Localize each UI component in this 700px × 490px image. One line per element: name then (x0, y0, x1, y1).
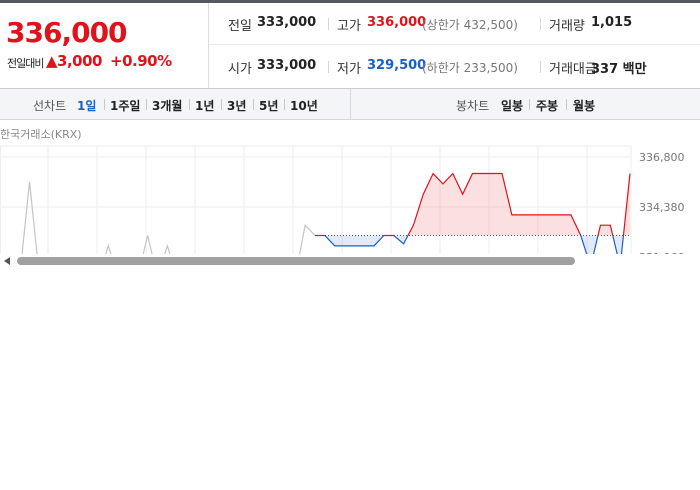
stat-value: 1,015 (591, 15, 633, 30)
stat-value: 337 백만 (591, 62, 647, 77)
range-tab[interactable]: 일봉 (501, 99, 524, 113)
stat-note: (하한가 233,500) (422, 61, 518, 75)
stat-label: 시가 (228, 62, 252, 77)
stat-label: 고가 (337, 19, 361, 34)
price: 336,000 (6, 16, 128, 49)
divider (350, 89, 351, 119)
divider (328, 18, 329, 30)
range-tab[interactable]: 3개월 (152, 99, 183, 113)
area (315, 173, 630, 236)
divider (104, 99, 105, 110)
divider (328, 61, 329, 73)
stat-label: 저가 (337, 62, 361, 77)
range-tab[interactable]: 월봉 (573, 99, 596, 113)
tab-label: 봉차트 (456, 99, 490, 113)
stat-value: 336,000 (367, 15, 427, 30)
range-tab[interactable]: 1년 (195, 99, 215, 113)
stat-label: 거래량 (549, 19, 585, 34)
change-label: 전일대비 (7, 57, 44, 70)
divider (209, 44, 700, 45)
trend-group (315, 235, 625, 256)
price-line (21, 181, 38, 256)
divider (540, 61, 541, 73)
top-bar (0, 0, 700, 3)
trend-group (315, 172, 631, 236)
change: ▲3,000 (46, 52, 102, 70)
y-tick-label: 334,380 (639, 201, 685, 214)
stat-value: 329,500 (367, 58, 427, 73)
range-tab[interactable]: 10년 (290, 99, 318, 113)
divider (284, 99, 285, 110)
price-line (298, 223, 316, 256)
stat-value: 333,000 (257, 58, 317, 73)
divider (146, 99, 147, 110)
price-line (315, 235, 625, 256)
stat-label: 거래대금 (549, 62, 597, 77)
divider (540, 18, 541, 30)
divider (253, 99, 254, 110)
divider (0, 88, 700, 89)
tab-label: 선차트 (33, 99, 67, 113)
stat-value: 333,000 (257, 15, 317, 30)
range-tab[interactable]: 3년 (227, 99, 247, 113)
range-tab[interactable]: 1주일 (110, 99, 141, 113)
range-tab[interactable]: 주봉 (536, 99, 559, 113)
change-pct: +0.90% (110, 52, 172, 70)
y-tick-label: 336,800 (639, 151, 685, 164)
scrollbar[interactable] (0, 254, 700, 268)
range-tab[interactable]: 5년 (259, 99, 279, 113)
price-line (142, 235, 172, 256)
divider (189, 99, 190, 110)
source: 한국거래소(KRX) (0, 128, 82, 141)
price-line (104, 243, 113, 256)
range-tab[interactable]: 1일 (77, 99, 97, 113)
divider (208, 3, 209, 88)
tab-bar: 선차트 1일 1주일 3개월 1년 3년 5년 10년 봉차트 일봉 주봉 월봉 (0, 89, 700, 120)
stat-note: (상한가 432,500) (422, 18, 518, 32)
price-line (315, 172, 631, 236)
divider (566, 99, 567, 110)
divider (221, 99, 222, 110)
grid (0, 145, 632, 256)
stat-label: 전일 (228, 19, 252, 34)
divider (529, 99, 530, 110)
